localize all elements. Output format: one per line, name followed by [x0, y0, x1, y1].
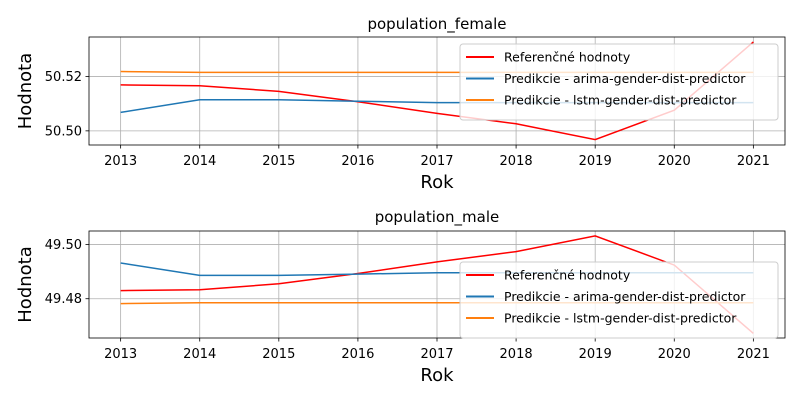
y-axis-label: Hodnota [15, 53, 36, 129]
legend: Referenčné hodnoty Predikcie - arima-gend… [459, 261, 779, 339]
y-tick-label: 49.48 [45, 292, 82, 307]
x-tick-label: 2018 [500, 347, 533, 362]
y-axis-label: Hodnota [15, 246, 36, 322]
legend-box [459, 261, 779, 339]
x-tick-label: 2014 [183, 347, 216, 362]
legend-label-3: Predikcie - lstm-gender-dist-predictor [504, 311, 737, 326]
x-tick-label: 2020 [658, 154, 691, 169]
x-tick-label: 2020 [658, 347, 691, 362]
subplot-title: population_female [367, 15, 506, 34]
y-tick-label: 49.50 [45, 238, 82, 253]
x-tick-label: 2015 [262, 347, 295, 362]
x-tick-label: 2017 [420, 347, 453, 362]
legend-label-1: Referenčné hodnoty [504, 50, 631, 65]
x-tick-label: 2017 [420, 154, 453, 169]
x-axis-label: Rok [420, 172, 454, 193]
legend-label-2: Predikcie - arima-gender-dist-predictor [504, 71, 746, 86]
x-axis-label: Rok [420, 365, 454, 386]
legend-box [459, 43, 779, 121]
y-tick-label: 50.50 [45, 124, 82, 139]
subplot-title: population_male [375, 208, 500, 227]
x-tick-label: 2016 [341, 347, 374, 362]
subplot-2: 2013 2014 2015 2016 2017 2018 2019 2020 2021 49.4… [15, 208, 786, 386]
legend-label-1: Referenčné hodnoty [504, 268, 631, 283]
x-tick-label: 2018 [500, 154, 533, 169]
x-tick-label: 2019 [579, 154, 612, 169]
x-tick-label: 2013 [104, 347, 137, 362]
legend-label-3: Predikcie - lstm-gender-dist-predictor [504, 93, 737, 108]
x-tick-label: 2015 [262, 154, 295, 169]
x-tick-label: 2021 [737, 347, 770, 362]
x-tick-label: 2013 [104, 154, 137, 169]
x-tick-label: 2021 [737, 154, 770, 169]
x-tick-label: 2019 [579, 347, 612, 362]
y-tick-label: 50.52 [45, 70, 82, 85]
legend: Referenčné hodnoty Predikcie - arima-gend… [459, 43, 779, 121]
x-tick-label: 2014 [183, 154, 216, 169]
x-tick-label: 2016 [341, 154, 374, 169]
subplot-1: 2013 2014 2015 2016 2017 2018 2019 2020 2021 50.5… [15, 15, 786, 193]
series-line-1 [120, 235, 754, 334]
legend-label-2: Predikcie - arima-gender-dist-predictor [504, 289, 746, 304]
